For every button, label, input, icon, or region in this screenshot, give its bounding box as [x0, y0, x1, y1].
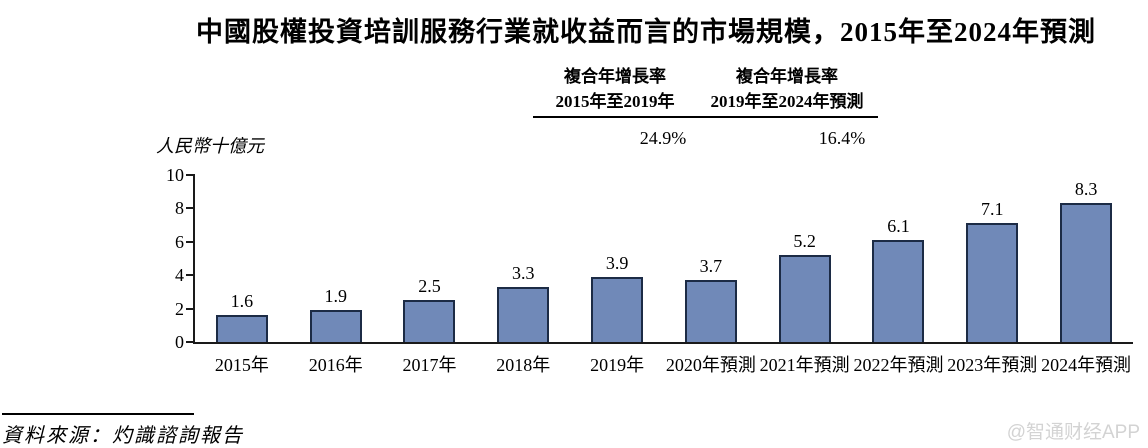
bar-value-label: 1.9 — [324, 286, 347, 307]
y-axis-tick — [186, 307, 195, 310]
bar — [403, 300, 456, 342]
plot-area: 0 2 4 6 8 10 1.6 2015年 1.9 2016年 2.5 2017年 3.3 2018年 3… — [166, 165, 1133, 375]
y-axis-tick — [186, 341, 195, 343]
x-axis-label: 2022年預測 — [853, 355, 944, 375]
cagr-header-line1: 複合年增長率 — [564, 67, 666, 86]
y-axis-tick — [186, 240, 195, 243]
y-axis-tick-label: 8 — [175, 198, 184, 219]
source-text: 資料來源：灼識諮詢報告 — [2, 425, 244, 447]
source-divider — [2, 413, 194, 415]
bar-slot: 3.7 2020年預測 — [664, 175, 758, 375]
y-axis-tick-label: 4 — [175, 265, 184, 286]
bar — [215, 315, 268, 342]
bar-value-label: 3.3 — [512, 262, 535, 283]
bar-value-label: 3.9 — [605, 252, 629, 273]
x-axis-label: 2017年 — [402, 355, 457, 375]
bar-value-label: 1.6 — [230, 291, 254, 312]
x-axis-label: 2023年預測 — [947, 355, 1038, 375]
bar-slot: 2.5 2017年 — [383, 175, 477, 375]
y-axis-tick — [186, 174, 195, 176]
bar — [684, 280, 737, 342]
cagr-underline — [533, 116, 878, 118]
x-axis-label: 2020年預測 — [665, 355, 756, 375]
cagr-header-2019-2024: 複合年增長率 2019年至2024年預測 — [688, 64, 886, 114]
bar-slot: 7.1 2023年預測 — [945, 175, 1039, 375]
x-axis-label: 2015年 — [214, 355, 269, 375]
bar-value-label: 5.2 — [793, 231, 816, 252]
bar — [872, 240, 925, 342]
bar-slot: 6.1 2022年預測 — [852, 175, 946, 375]
bar-slot: 8.3 2024年預測 — [1039, 175, 1133, 375]
chart-title: 中國股權投資培訓服務行業就收益而言的市場規模，2015年至2024年預測 — [196, 17, 1096, 47]
cagr-header-line2: 2019年至2024年預測 — [710, 92, 864, 111]
bar-value-label: 7.1 — [981, 199, 1004, 220]
x-axis-label: 2019年 — [590, 355, 645, 375]
bar-value-label: 3.7 — [699, 256, 723, 277]
cagr-value-2019-2024: 16.4% — [818, 128, 866, 148]
cagr-value-2015-2019: 24.9% — [639, 128, 687, 148]
x-axis-label: 2018年 — [496, 355, 551, 375]
bar-slot: 1.9 2016年 — [289, 175, 383, 375]
bar — [1060, 203, 1113, 342]
bar-slot: 5.2 2021年預測 — [758, 175, 852, 375]
y-axis-tick — [186, 207, 195, 210]
bar — [309, 310, 362, 342]
bar-value-label: 2.5 — [418, 276, 441, 297]
cagr-header-2015-2019: 複合年增長率 2015年至2019年 — [520, 64, 710, 114]
bar-value-label: 8.3 — [1074, 179, 1098, 200]
y-axis-title: 人民幣十億元 — [156, 136, 264, 156]
bar-slot: 3.3 2018年 — [476, 175, 570, 375]
bar — [591, 276, 644, 342]
bar — [778, 255, 831, 342]
cagr-header-line2: 2015年至2019年 — [555, 92, 675, 111]
cagr-header-line1: 複合年增長率 — [736, 67, 838, 86]
y-axis-tick-label: 10 — [166, 165, 184, 185]
watermark: @智通财经APP — [1006, 422, 1140, 443]
x-axis-label: 2021年預測 — [759, 355, 850, 375]
y-axis-tick-label: 0 — [175, 332, 184, 352]
y-axis-tick-label: 2 — [175, 298, 184, 319]
bar — [497, 286, 550, 342]
bar-slot: 1.6 2015年 — [195, 175, 289, 375]
y-axis-tick — [186, 274, 195, 277]
bar — [966, 223, 1019, 342]
bar-slot: 3.9 2019年 — [570, 175, 664, 375]
x-axis-label: 2024年預測 — [1041, 355, 1132, 375]
bar-value-label: 6.1 — [887, 216, 910, 237]
x-axis-label: 2016年 — [308, 355, 363, 375]
y-axis-tick-label: 6 — [175, 231, 184, 252]
